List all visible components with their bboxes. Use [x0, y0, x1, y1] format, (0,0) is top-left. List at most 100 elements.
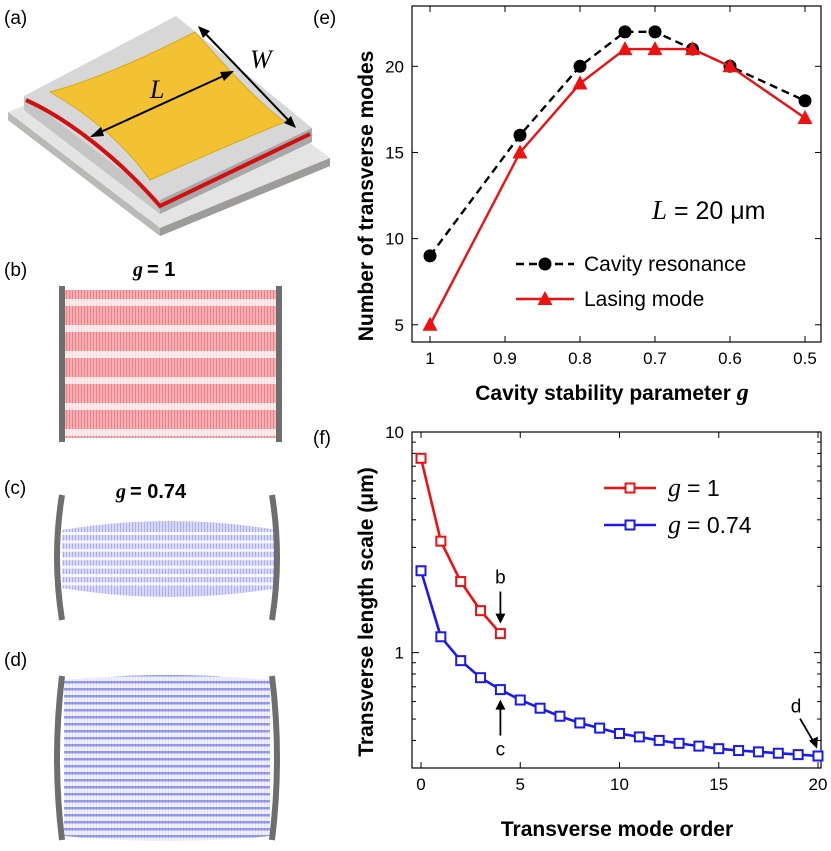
x-tick-label: 0 — [416, 775, 425, 794]
legend-label-lasing: Lasing mode — [584, 288, 704, 311]
x-axis-label: Cavity stability parameter g — [475, 380, 748, 406]
mode-caption-c: g = 0.74 — [115, 481, 187, 503]
data-point-g074 — [772, 747, 784, 759]
data-point-g074 — [792, 749, 804, 761]
chart-f: 0 5 10 15 20 1 10 Transverse mode order Transver… — [355, 423, 827, 841]
x-axis-label-text: Cavity stability parameter — [475, 382, 736, 405]
legend-var-0: g — [668, 473, 681, 502]
mode-pattern-c — [54, 494, 280, 621]
panel-label-a: (a) — [4, 8, 27, 29]
x-tick-label: 0.9 — [493, 349, 517, 368]
data-point-resonance — [798, 94, 812, 108]
data-point-resonance — [513, 128, 527, 142]
data-point-g074 — [534, 702, 546, 714]
annotation-arrowhead-c — [495, 699, 506, 710]
data-point-g074 — [633, 731, 645, 743]
data-point-g1 — [475, 605, 487, 617]
data-point-g074 — [494, 684, 506, 696]
data-point-lasing — [422, 316, 438, 331]
data-point-g1 — [415, 452, 427, 464]
x-tick-label: 1 — [425, 349, 434, 368]
mode-node-line — [62, 429, 278, 436]
legend-marker-lasing — [537, 291, 553, 305]
data-point-lasing — [797, 110, 813, 124]
mode-node-line — [62, 403, 278, 410]
legend-label-resonance: Cavity resonance — [584, 253, 746, 276]
y-tick-label: 10 — [385, 230, 404, 249]
legend-marker-resonance — [538, 257, 552, 271]
mode-node-line — [62, 377, 278, 384]
annotation-arrowhead-d — [809, 736, 818, 749]
series-line-lasing — [428, 47, 806, 326]
y-axis-label: Transverse length scale (μm) — [355, 467, 378, 756]
annotation-arrowhead-b — [495, 613, 506, 624]
x-axis-label-var: g — [736, 380, 749, 406]
mode-node-line — [62, 582, 278, 586]
legend-text-0: = 1 — [687, 475, 720, 501]
data-point-g074 — [673, 737, 685, 749]
mode-pattern-b — [59, 286, 282, 442]
mode-node-line — [62, 540, 278, 544]
y-tick-label: 15 — [385, 143, 404, 162]
data-point-lasing — [512, 144, 528, 159]
data-point-g074 — [554, 710, 566, 722]
y-tick-label: 5 — [395, 316, 404, 335]
y-tick-label: 1 — [395, 644, 404, 663]
plot-frame — [411, 5, 822, 343]
panel-label-d: (d) — [4, 650, 27, 671]
x-tick-label: 5 — [516, 775, 525, 794]
y-axis-label: Number of transverse modes — [355, 51, 378, 342]
x-tick-label: 0.6 — [718, 349, 742, 368]
data-point-resonance — [423, 249, 437, 263]
annotation-arrow-d — [799, 718, 815, 744]
data-point-resonance — [648, 25, 662, 39]
x-tick-label: 0.5 — [793, 349, 817, 368]
legend-label-1: g = 0.74 — [668, 510, 752, 539]
x-tick-label: 20 — [809, 775, 828, 794]
x-tick-label: 0.8 — [568, 349, 592, 368]
length-annotation-var: L — [651, 195, 667, 225]
y-tick-label: 20 — [385, 57, 404, 76]
x-tick-label: 0.7 — [643, 349, 667, 368]
annotation-c: c — [496, 740, 506, 761]
mode-node-line — [62, 557, 278, 561]
mode-caption-b: g = 1 — [132, 259, 175, 281]
data-point-g1 — [455, 576, 467, 588]
data-point-g1 — [494, 628, 506, 640]
mode-pattern-d — [54, 675, 280, 841]
panel-label-f: (f) — [313, 428, 331, 449]
mode-node-line — [62, 325, 278, 332]
length-annotation: L = 20 μm — [651, 195, 766, 225]
legend-var-1: g — [668, 510, 681, 539]
data-point-lasing — [647, 41, 663, 56]
data-point-g074 — [415, 565, 427, 577]
data-point-g074 — [574, 717, 586, 729]
data-point-lasing — [617, 41, 633, 56]
plot-frame — [411, 431, 822, 769]
device-sketch: L W — [8, 16, 330, 236]
annotation-d: d — [791, 697, 802, 718]
data-point-g074 — [614, 728, 625, 740]
data-point-resonance — [618, 25, 632, 39]
x-tick-label: 15 — [709, 775, 728, 794]
data-point-g074 — [594, 722, 606, 734]
data-point-resonance — [573, 59, 587, 73]
data-point-g074 — [514, 694, 526, 706]
data-point-lasing — [722, 58, 738, 73]
data-point-g074 — [455, 655, 467, 667]
panel-label-b: (b) — [4, 260, 27, 281]
x-tick-label: 10 — [610, 775, 629, 794]
data-point-g074 — [752, 746, 764, 758]
data-point-lasing — [572, 75, 588, 90]
data-point-g074 — [693, 740, 705, 752]
panel-label-c: (c) — [4, 478, 26, 499]
legend-text-1: = 0.74 — [687, 512, 752, 538]
length-annotation-text: = 20 μm — [667, 197, 765, 225]
data-point-g074 — [713, 743, 725, 755]
mode-node-line — [62, 548, 278, 552]
panel-label-e: (e) — [313, 8, 336, 29]
data-point-lasing — [685, 41, 700, 56]
length-label: L — [149, 75, 164, 104]
legend-label-0: g = 1 — [668, 473, 720, 502]
